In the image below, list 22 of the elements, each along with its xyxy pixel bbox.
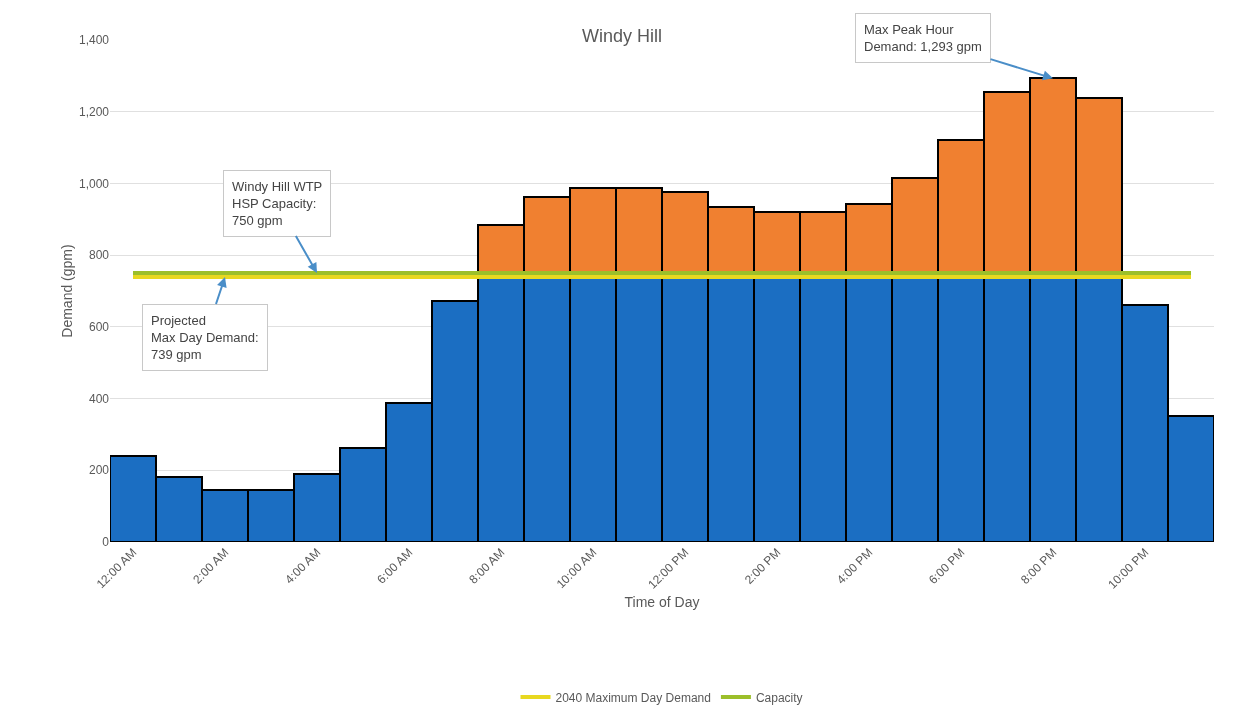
legend-label: 2040 Maximum Day Demand bbox=[555, 690, 711, 705]
x-tick-label: 2:00 PM bbox=[741, 545, 784, 587]
y-tick-label: 600 bbox=[88, 320, 110, 335]
legend-label: Capacity bbox=[755, 690, 803, 705]
x-axis-title: Time of Day bbox=[624, 593, 700, 610]
annotation: Max Peak Hour Demand: 1,293 gpm bbox=[864, 22, 982, 54]
y-tick-label: 1,200 bbox=[78, 104, 110, 119]
x-tick-label: 6:00 PM bbox=[925, 545, 968, 587]
x-tick-label: 4:00 PM bbox=[833, 545, 876, 587]
x-tick-label: 4:00 AM bbox=[282, 545, 324, 587]
annotation: Projected Max Day Demand: 739 gpm bbox=[151, 313, 259, 362]
chart-title: Windy Hill bbox=[581, 25, 663, 46]
y-tick-label: 400 bbox=[88, 391, 110, 406]
x-tick-label: 6:00 AM bbox=[374, 545, 416, 587]
y-axis-title: Demand (gpm) bbox=[59, 244, 75, 338]
y-tick-label: 0 bbox=[102, 535, 110, 550]
y-tick-label: 1,400 bbox=[78, 33, 110, 48]
y-tick-label: 1,000 bbox=[78, 176, 110, 191]
annotation: Windy Hill WTP HSP Capacity: 750 gpm bbox=[232, 179, 323, 228]
y-tick-label: 800 bbox=[88, 248, 110, 263]
y-tick-label: 200 bbox=[88, 463, 110, 478]
x-tick-label: 8:00 PM bbox=[1017, 545, 1060, 587]
